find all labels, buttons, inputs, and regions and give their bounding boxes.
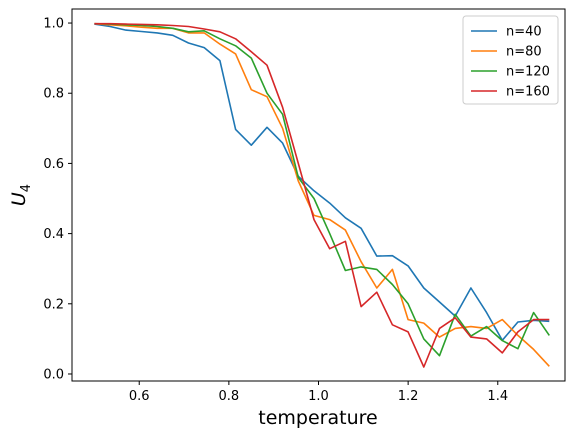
y-axis-label-subscript: 4 <box>19 184 34 192</box>
series-line-n40 <box>94 23 550 342</box>
x-tick-label: 1.4 <box>487 389 508 404</box>
y-tick-label: 0.8 <box>43 87 64 102</box>
x-tick-label: 0.8 <box>219 389 240 404</box>
series-line-n120 <box>94 22 550 357</box>
y-tick-label: 1.0 <box>43 17 64 32</box>
x-tick-label: 0.6 <box>129 389 150 404</box>
y-tick-label: 0.4 <box>43 227 64 242</box>
series-line-n160 <box>94 22 550 368</box>
legend: n=40 n=80 n=120 n=160 <box>462 15 559 105</box>
y-tick-label: 0.2 <box>43 297 64 312</box>
legend-label: n=80 <box>506 45 542 60</box>
legend-label: n=40 <box>506 25 542 40</box>
series-lines <box>94 22 550 368</box>
plot-frame <box>71 8 566 382</box>
axis-ticks: 0.6 0.8 1.0 1.2 1.4 0.0 0.2 0.4 0.6 0.8 1.0 <box>43 17 508 404</box>
x-tick-label: 1.0 <box>308 389 329 404</box>
y-tick-label: 0.0 <box>43 367 64 382</box>
x-tick-label: 1.2 <box>398 389 419 404</box>
legend-box <box>462 15 559 105</box>
y-axis-label: U4 <box>8 184 34 206</box>
y-axis-label-main: U <box>8 192 30 206</box>
y-tick-label: 0.6 <box>43 157 64 172</box>
legend-label: n=160 <box>506 85 550 100</box>
x-axis-label: temperature <box>258 407 377 429</box>
legend-label: n=120 <box>506 65 550 80</box>
